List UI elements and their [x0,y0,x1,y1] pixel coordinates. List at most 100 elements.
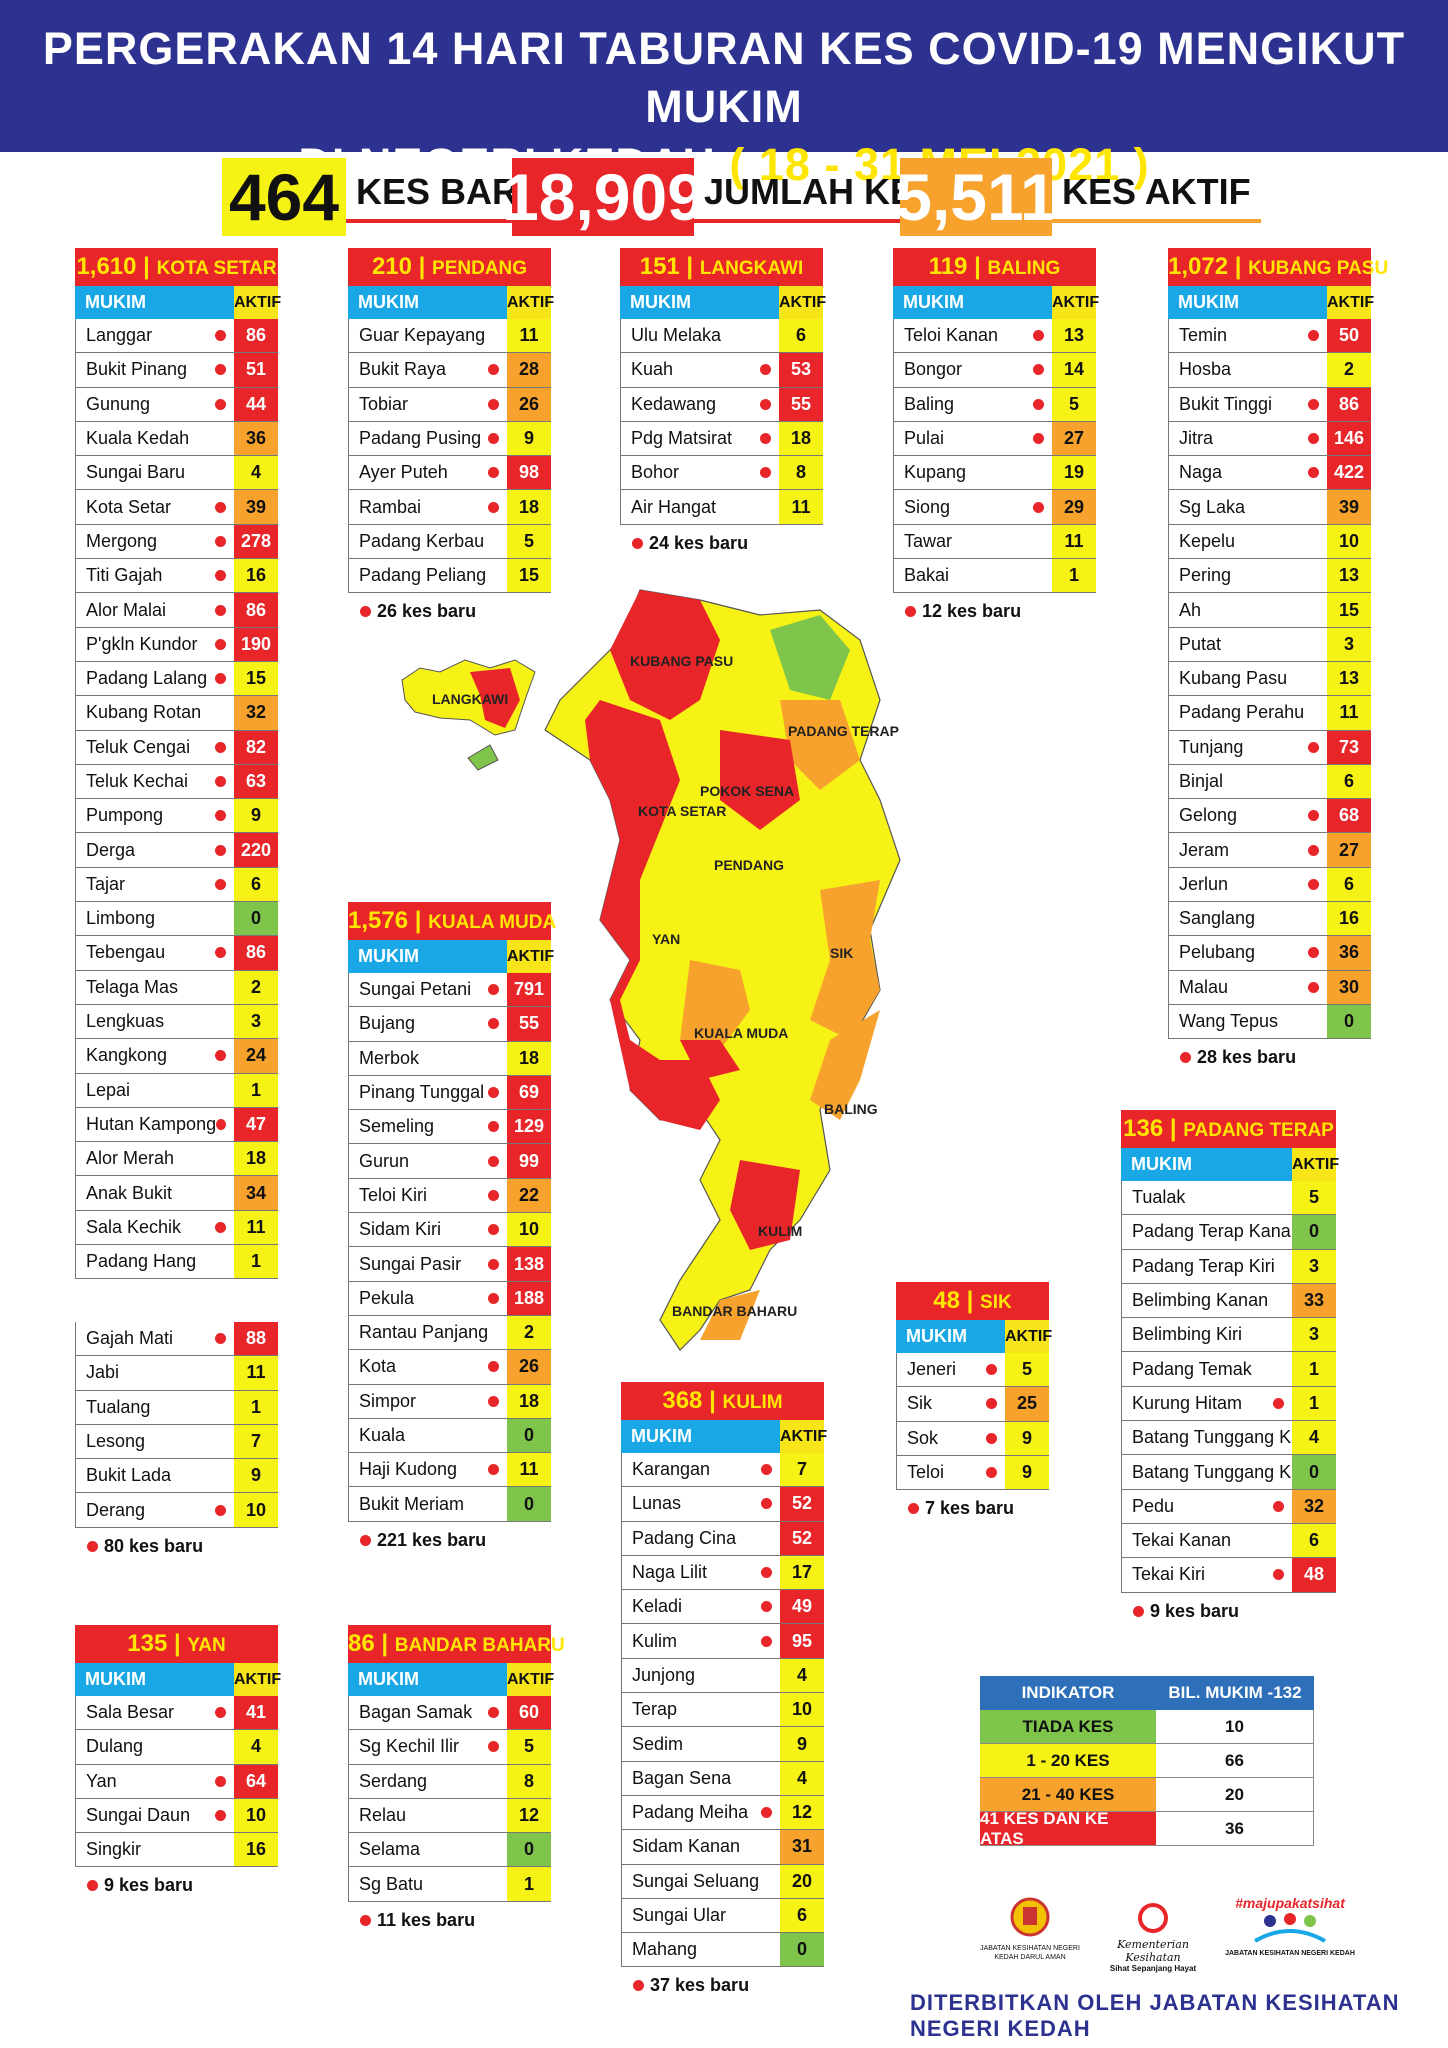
new-case-dot-icon [761,1601,772,1613]
col-mukim-header: MUKIM [1168,286,1327,319]
mukim-label: Sg Laka [1179,496,1246,517]
table-row: Pelubang 36 [1168,936,1371,971]
mukim-label: Batang Tunggang Kanan [1132,1427,1292,1448]
aktif-value: 2 [234,970,278,1004]
panel-langkawi: 151 | LANGKAWI MUKIM AKTIF Ulu Melaka 6 Kuah 5… [620,248,826,554]
col-aktif-header: AKTIF [507,1663,554,1696]
table-row: Naga Lilit 17 [621,1555,824,1591]
mukim-label: Pedu [1132,1495,1175,1516]
mukim-name: Batang Tunggang Kanan [1121,1421,1292,1455]
table-header: MUKIM AKTIF [1168,286,1374,319]
table-row: Gurun 99 [348,1144,551,1179]
mukim-name: Anak Bukit [75,1176,234,1210]
title-separator: | [967,253,988,280]
aktif-value: 16 [1327,902,1371,936]
aktif-value: 98 [507,456,551,490]
legend-table: INDIKATOR BIL. MUKIM -132 TIADA KES 10 1 … [980,1676,1314,1848]
aktif-value: 188 [507,1281,551,1315]
aktif-value: 1 [234,1245,278,1279]
aktif-value: 11 [234,1356,278,1390]
mukim-label: Sala Besar [86,1702,175,1723]
panel-title: 210 | PENDANG [348,248,551,286]
new-case-dot-icon [986,1432,997,1444]
district-total: 119 [928,253,968,280]
mukim-name: Padang Meiha [621,1795,780,1830]
table-header: MUKIM AKTIF [1121,1148,1339,1181]
aktif-value: 7 [234,1424,278,1459]
district-total: 1,072 [1168,253,1229,280]
mukim-label: Dulang [86,1736,144,1757]
mukim-name: Padang Pusing [348,421,507,456]
aktif-value: 0 [1327,1004,1371,1039]
table-row: Kurung Hitam 1 [1121,1386,1336,1422]
table-row: Bakai 1 [893,559,1096,594]
new-case-dot-icon [1308,844,1319,856]
new-cases-text: 80 kes baru [104,1535,204,1556]
title-separator: | [167,1630,188,1657]
stat-kes-aktif: 5,511 KES AKTIF [895,158,1261,236]
table-row: Kubang Rotan 32 [75,696,278,731]
map-label-kota-setar: KOTA SETAR [638,803,726,819]
table-row: Telaga Mas 2 [75,970,278,1005]
table-row: Sg Batu 1 [348,1867,551,1902]
title-separator: | [1228,253,1249,280]
mukim-name: Singkir [75,1833,234,1867]
aktif-value: 68 [1327,799,1371,833]
table-row: Tekai Kiri 48 [1121,1558,1336,1593]
red-dot-icon [360,606,371,618]
table-row: Simpor 18 [348,1384,551,1419]
district-name: LANGKAWI [699,258,804,279]
mukim-name: Naga Lilit [621,1555,780,1590]
aktif-value: 1 [234,1390,278,1424]
table-row: Hosba 2 [1168,353,1371,388]
table-row: Relau 12 [348,1798,551,1834]
mukim-label: Tebengau [86,942,166,963]
district-name: SIK [980,1292,1012,1313]
mukim-name: Tualak [1121,1181,1292,1215]
district-name: BANDAR BAHARU [394,1635,565,1656]
new-case-dot-icon [488,1155,499,1167]
aktif-value: 36 [234,421,278,456]
mukim-name: Kuah [620,353,779,387]
mukim-name: Sala Kechik [75,1210,234,1245]
new-cases-text: 7 kes baru [925,1498,1015,1519]
mukim-label: Bukit Lada [86,1465,172,1486]
mukim-label: Bakai [904,565,950,586]
mukim-name: Malau [1168,970,1327,1004]
table-row: Kupang 19 [893,456,1096,491]
mukim-label: Mahang [632,1939,698,1960]
mukim-name: Teloi Kiri [348,1178,507,1213]
mukim-label: Sungai Baru [86,462,186,483]
mukim-name: Padang Cina [621,1521,780,1555]
mukim-label: Sungai Petani [359,979,472,1000]
aktif-value: 11 [507,319,551,353]
table-row: Jerlun 6 [1168,867,1371,903]
table-row: Kubang Pasu 13 [1168,661,1371,697]
aktif-value: 73 [1327,730,1371,764]
new-case-dot-icon [760,364,771,376]
table-row: Anak Bukit 34 [75,1176,278,1211]
table-row: Malau 30 [1168,970,1371,1005]
table-row: Guar Kepayang 11 [348,319,551,354]
mukim-label: Relau [359,1805,407,1826]
new-case-dot-icon [760,398,771,410]
aktif-value: 0 [507,1418,551,1453]
mukim-name: Binjal [1168,764,1327,799]
mukim-name: Lunas [621,1487,780,1521]
aktif-value: 6 [234,867,278,902]
district-name: KOTA SETAR [156,258,277,279]
header-title-line1: PERGERAKAN 14 HARI TABURAN KES COVID-19 … [42,23,1406,132]
aktif-value: 4 [234,456,278,490]
table-row: Pumpong 9 [75,799,278,834]
table-row: Pdg Matsirat 18 [620,421,823,457]
table-row: Tajar 6 [75,867,278,903]
new-case-dot-icon [488,984,499,996]
map-label-baling: BALING [824,1101,878,1117]
aktif-value: 11 [507,1453,551,1487]
mukim-name: Bujang [348,1007,507,1041]
mukim-label: Limbong [86,908,156,929]
mukim-name: Jeram [1168,833,1327,867]
aktif-value: 8 [779,456,823,490]
table-row: Batang Tunggang Kiri 0 [1121,1455,1336,1490]
aktif-value: 9 [234,1459,278,1493]
